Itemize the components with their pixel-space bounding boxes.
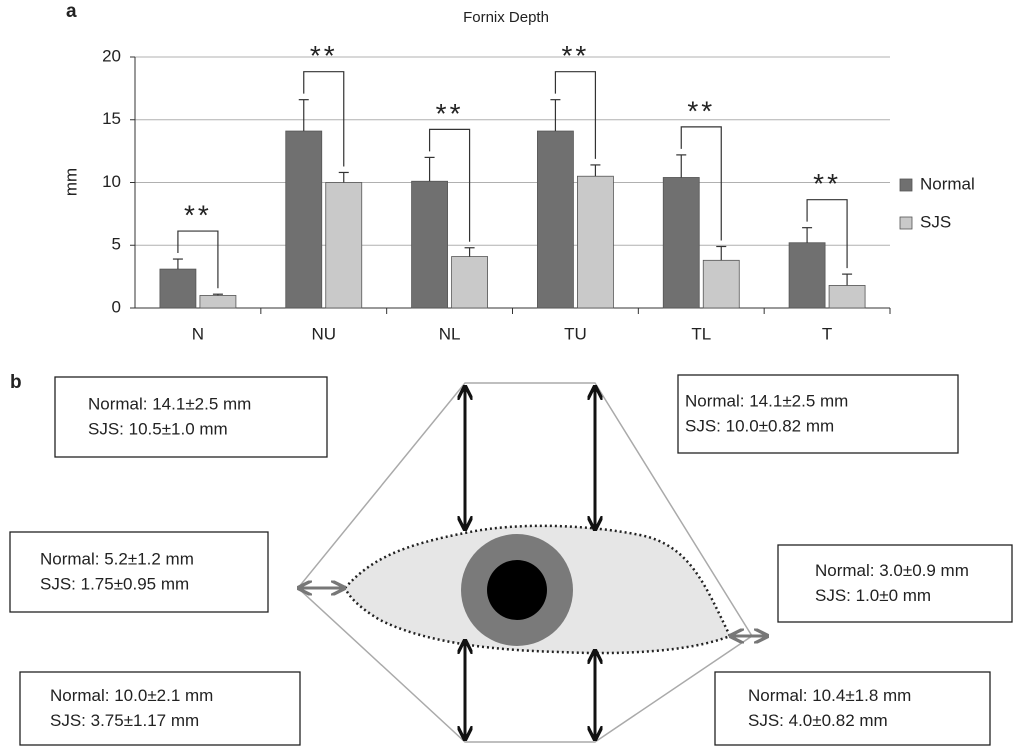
- y-tick-label: 0: [112, 297, 121, 316]
- figure: a Fornix Depth mm b 0 5 10 15 20 N ** NU ** NL ** T…: [0, 0, 1022, 746]
- y-tick-label: 15: [102, 109, 121, 128]
- x-tick-label: TU: [564, 324, 587, 343]
- x-tick-label: NU: [311, 324, 336, 343]
- error-bar: [339, 172, 349, 182]
- significance-label: **: [687, 95, 715, 126]
- box-line: SJS: 1.0±0 mm: [815, 586, 931, 605]
- legend-swatch: [900, 217, 912, 229]
- box-frame: [20, 672, 300, 745]
- error-bar: [425, 157, 435, 181]
- significance-label: **: [436, 98, 464, 129]
- panel-label: b: [10, 372, 22, 393]
- legend-label: SJS: [920, 212, 951, 231]
- y-tick-label: 10: [102, 172, 121, 191]
- bar: [160, 269, 196, 308]
- x-tick-label: NL: [439, 324, 461, 343]
- error-bar: [590, 165, 600, 176]
- error-bar: [465, 248, 475, 257]
- x-tick-label: N: [192, 324, 204, 343]
- error-bar: [716, 247, 726, 261]
- box-line: SJS: 3.75±1.17 mm: [50, 711, 199, 730]
- y-axis-label: mm: [61, 168, 80, 196]
- box-frame: [678, 375, 958, 453]
- box-line: SJS: 1.75±0.95 mm: [40, 574, 189, 593]
- measurement-box: Normal: 14.1±2.5 mm SJS: 10.5±1.0 mm: [55, 377, 327, 457]
- x-tick-label: TL: [691, 324, 711, 343]
- y-tick-label: 20: [102, 46, 121, 65]
- box-line: SJS: 4.0±0.82 mm: [748, 711, 888, 730]
- bar: [200, 295, 236, 308]
- box-frame: [55, 377, 327, 457]
- chart-title: Fornix Depth: [463, 9, 549, 26]
- x-tick-label: T: [822, 324, 832, 343]
- measurement-box: Normal: 10.0±2.1 mm SJS: 3.75±1.17 mm: [20, 672, 300, 745]
- box-line: Normal: 10.4±1.8 mm: [748, 686, 911, 705]
- significance-label: **: [813, 168, 841, 199]
- error-bar: [173, 259, 183, 269]
- bar: [703, 260, 739, 308]
- box-line: Normal: 10.0±2.1 mm: [50, 686, 213, 705]
- panel-label: a: [66, 1, 77, 22]
- box-line: Normal: 14.1±2.5 mm: [685, 391, 848, 410]
- measurement-box: Normal: 14.1±2.5 mm SJS: 10.0±0.82 mm: [678, 375, 958, 453]
- box-line: SJS: 10.0±0.82 mm: [685, 416, 834, 435]
- error-bar: [550, 100, 560, 131]
- box-line: Normal: 3.0±0.9 mm: [815, 561, 969, 580]
- bar: [537, 131, 573, 308]
- legend-swatch: [900, 179, 912, 191]
- box-line: SJS: 10.5±1.0 mm: [88, 419, 228, 438]
- bar: [577, 176, 613, 308]
- bar: [452, 257, 488, 308]
- bar: [412, 181, 448, 308]
- bar: [663, 177, 699, 308]
- box-frame: [778, 545, 1012, 622]
- bar: [789, 243, 825, 308]
- measurement-box: Normal: 3.0±0.9 mm SJS: 1.0±0 mm: [778, 545, 1012, 622]
- error-bar: [802, 228, 812, 243]
- significance-label: **: [562, 40, 590, 71]
- bar: [326, 183, 362, 309]
- error-bar: [299, 100, 309, 131]
- legend-label: Normal: [920, 174, 975, 193]
- bar: [829, 285, 865, 308]
- significance-label: **: [184, 199, 212, 230]
- error-bar: [676, 155, 686, 178]
- box-line: Normal: 14.1±2.5 mm: [88, 394, 251, 413]
- measurement-box: Normal: 10.4±1.8 mm SJS: 4.0±0.82 mm: [715, 672, 990, 745]
- error-bar: [842, 274, 852, 285]
- box-frame: [715, 672, 990, 745]
- y-tick-label: 5: [112, 235, 121, 254]
- box-line: Normal: 5.2±1.2 mm: [40, 549, 194, 568]
- bar: [286, 131, 322, 308]
- significance-label: **: [310, 40, 338, 71]
- measurement-box: Normal: 5.2±1.2 mm SJS: 1.75±0.95 mm: [10, 532, 268, 612]
- box-frame: [10, 532, 268, 612]
